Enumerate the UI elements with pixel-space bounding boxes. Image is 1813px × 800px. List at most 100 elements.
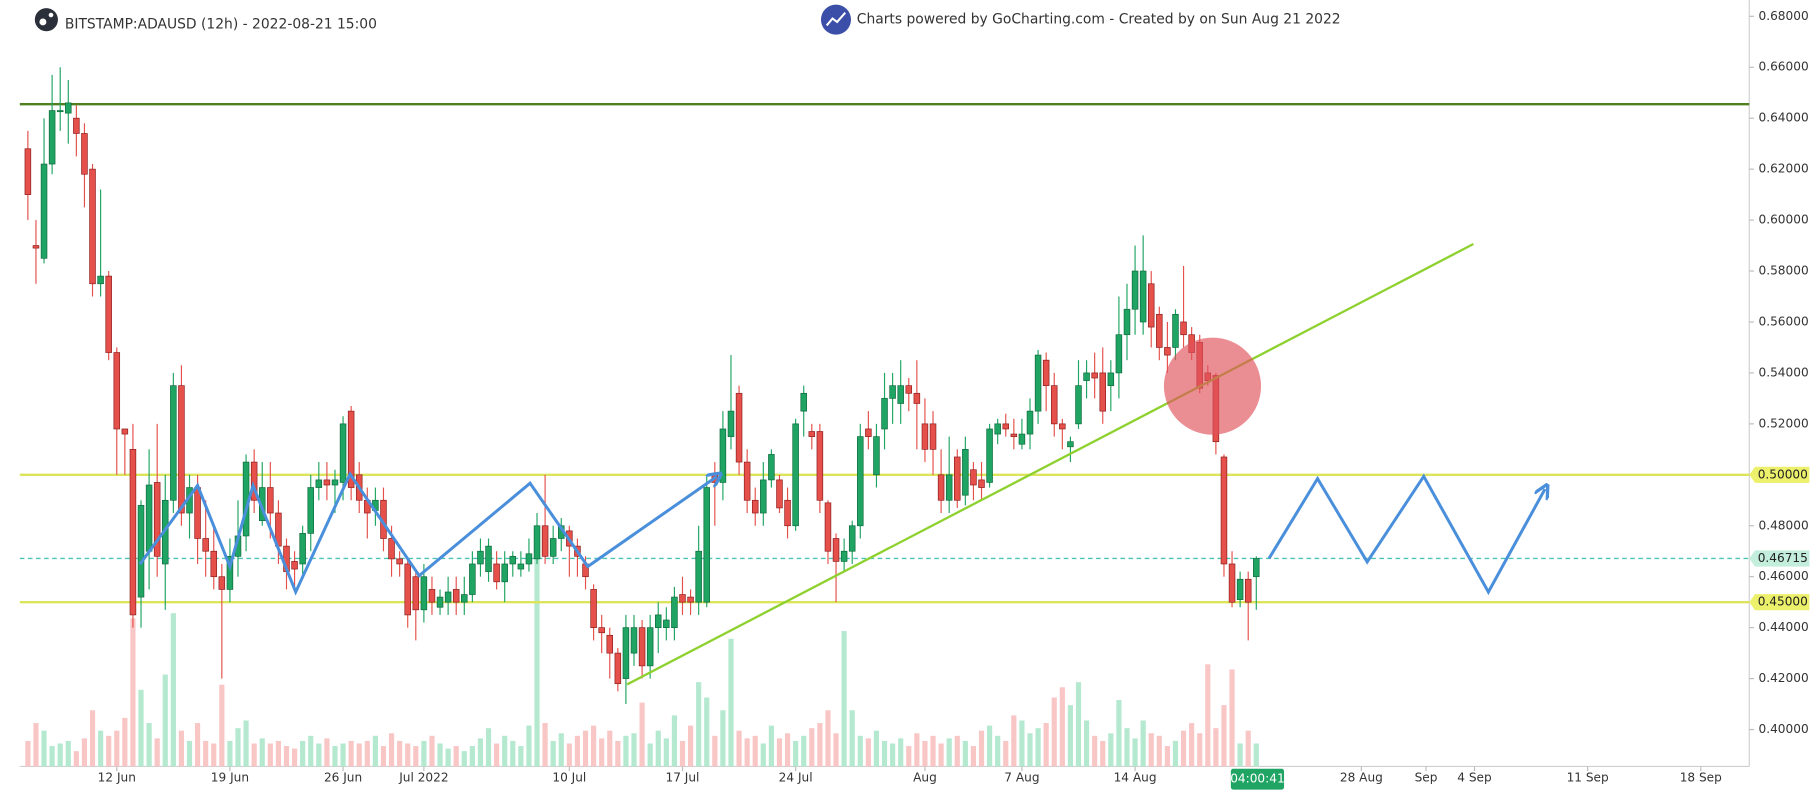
candle-body xyxy=(24,148,32,195)
volume-bar xyxy=(696,682,702,767)
volume-bar xyxy=(453,746,459,767)
volume-bar xyxy=(332,746,338,767)
candle-body xyxy=(299,533,306,565)
volume-bar xyxy=(356,743,362,767)
volume-bar xyxy=(324,738,330,767)
y-tick-label: 0.64000 xyxy=(1759,111,1809,125)
candle-body xyxy=(962,448,969,496)
y-tick-label: 0.54000 xyxy=(1759,365,1809,379)
candle-body xyxy=(663,619,670,628)
candle-body xyxy=(784,499,791,527)
volume-bar xyxy=(647,743,653,767)
candle-body xyxy=(1131,270,1139,310)
volume-bar xyxy=(712,735,718,767)
candle-body xyxy=(1228,563,1236,603)
candle-body xyxy=(743,461,751,501)
volume-bar xyxy=(566,743,572,767)
volume-bar xyxy=(809,728,815,767)
candle-body xyxy=(630,627,638,654)
volume-bar xyxy=(445,748,451,767)
x-tick-label: 18 Sep xyxy=(1680,771,1722,785)
volume-bar xyxy=(728,638,734,767)
candle-body xyxy=(444,591,452,603)
candle-body xyxy=(105,275,112,353)
candle-body xyxy=(121,428,129,435)
candle-body xyxy=(1010,433,1018,437)
candle-body xyxy=(1018,433,1026,445)
volume-bar xyxy=(243,720,249,767)
volume-bar xyxy=(203,740,209,767)
credits: Charts powered by GoCharting.com - Creat… xyxy=(857,12,1341,28)
candle-body xyxy=(816,431,824,501)
volume-bar xyxy=(316,743,322,767)
candle-body xyxy=(768,454,775,481)
volume-bar xyxy=(138,689,144,767)
volume-bar xyxy=(1180,730,1187,767)
candle-body xyxy=(913,392,921,404)
candle-body xyxy=(751,499,759,514)
gocharting-logo xyxy=(820,4,852,35)
volume-bar xyxy=(631,733,637,767)
volume-bar xyxy=(1051,697,1057,767)
volume-bar xyxy=(1140,720,1146,767)
volume-bar xyxy=(591,725,597,767)
volume-bar xyxy=(881,740,888,767)
candle-body xyxy=(202,538,209,552)
candle-body xyxy=(1050,385,1058,425)
candle-body xyxy=(65,102,72,114)
volume-bar xyxy=(146,723,152,767)
candle-body xyxy=(469,563,476,595)
candle-body xyxy=(638,627,646,667)
x-tick-label: 11 Sep xyxy=(1567,771,1609,785)
candle-body xyxy=(129,448,137,616)
volume-bar xyxy=(380,746,387,767)
volume-bar xyxy=(300,740,306,767)
candle-body xyxy=(307,487,314,534)
volume-bar xyxy=(833,733,839,767)
price-tag-label: 0.45000 xyxy=(1758,595,1808,609)
candle-body xyxy=(1123,308,1131,336)
candle-body xyxy=(986,428,993,483)
candle-body xyxy=(250,461,258,501)
candle-body xyxy=(218,576,226,590)
trendline xyxy=(626,243,1474,686)
volume-bar xyxy=(57,743,63,767)
volume-bar xyxy=(219,684,225,767)
volume-bar xyxy=(1132,738,1138,767)
candle-body xyxy=(679,594,686,603)
volume-bar xyxy=(186,740,193,767)
volume-bar xyxy=(1197,733,1203,767)
volume-bar xyxy=(130,618,136,767)
volume-bar xyxy=(704,697,710,767)
volume-bar xyxy=(873,730,880,767)
volume-bar xyxy=(291,748,298,767)
candle-body xyxy=(719,428,727,483)
y-tick-label: 0.44000 xyxy=(1759,620,1809,634)
volume-bar xyxy=(235,728,241,767)
volume-bar xyxy=(849,710,855,767)
candle-body xyxy=(978,479,985,488)
volume-bar xyxy=(162,674,168,767)
y-tick-label: 0.40000 xyxy=(1759,722,1809,736)
volume-bar xyxy=(170,613,176,767)
candle-body xyxy=(89,168,96,285)
volume-bar xyxy=(542,723,548,767)
volume-bar xyxy=(922,740,928,767)
volume-bar xyxy=(1075,682,1082,767)
candle-body xyxy=(1002,423,1010,430)
x-tick-label: 28 Aug xyxy=(1340,771,1383,785)
y-tick-label: 0.58000 xyxy=(1759,264,1809,278)
volume-bar xyxy=(348,740,354,767)
volume-bar xyxy=(817,723,823,767)
x-tick-label: 26 Jun xyxy=(324,771,362,785)
volume-bar xyxy=(679,740,686,767)
y-tick-label: 0.56000 xyxy=(1759,314,1809,328)
volume-bar xyxy=(736,730,742,767)
volume-bar xyxy=(413,746,419,767)
volume-bar xyxy=(1092,735,1098,767)
candle-body xyxy=(937,474,945,501)
y-tick-label: 0.46000 xyxy=(1759,569,1809,583)
candle-body xyxy=(549,538,557,557)
candle-body xyxy=(412,576,420,611)
